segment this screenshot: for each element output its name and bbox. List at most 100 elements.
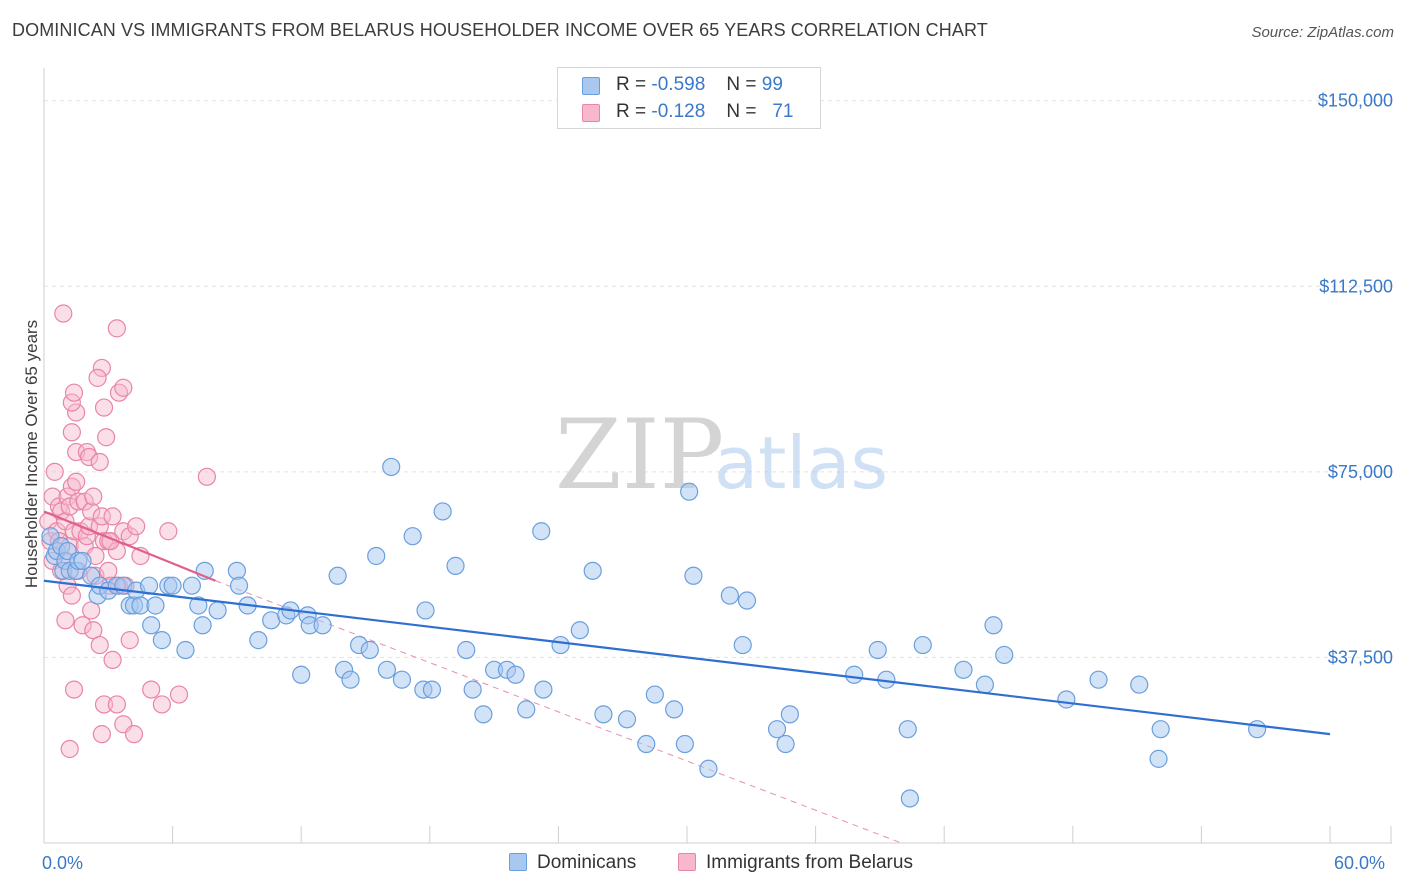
data-point-dominicans [182,576,201,595]
x-tick-label-max: 60.0% [1334,853,1386,873]
y-axis-label: Householder Income Over 65 years [22,320,41,588]
data-point-belarus [62,423,81,442]
data-point-dominicans [1149,749,1168,768]
legend-swatch-dominicans [582,77,600,95]
data-point-dominicans [532,522,551,541]
data-point-belarus [124,725,144,744]
data-point-belarus [120,631,139,650]
legend-n-label: N = [726,74,757,95]
y-tick-label: $150,000 [1318,91,1393,111]
data-point-belarus [79,447,99,467]
data-point-belarus [56,611,75,630]
data-point-dominicans [403,527,422,546]
data-point-belarus [169,685,189,704]
trend-line-dominicans [43,579,1331,736]
data-point-dominicans [73,551,92,571]
data-point-dominicans [675,734,694,754]
trend-line-belarus [43,510,216,582]
data-point-dominicans [292,665,311,684]
data-point-dominicans [152,631,171,650]
data-point-dominicans [474,705,493,724]
data-point-dominicans [249,631,268,650]
data-point-dominicans [776,734,795,754]
data-point-belarus [62,586,81,605]
data-point-belarus [152,695,171,714]
data-point-belarus [97,428,116,447]
y-tick-label: $75,000 [1328,462,1393,482]
data-point-dominicans [898,720,917,739]
data-point-belarus [84,487,103,506]
data-point-belarus [73,616,92,635]
data-point-dominicans [1130,675,1149,694]
legend-label-dominicans: Dominicans [537,852,637,873]
data-point-belarus [92,725,111,744]
data-point-dominicans [446,556,465,575]
data-point-dominicans [1151,720,1170,739]
data-point-belarus [197,467,216,486]
data-point-dominicans [645,685,664,704]
chart-title: DOMINICAN VS IMMIGRANTS FROM BELARUS HOU… [12,20,988,40]
axes [43,68,1392,844]
y-tick-label: $112,500 [1319,276,1393,296]
data-point-belarus [103,650,122,670]
legend-item-dominicans[interactable]: Dominicans [509,852,636,874]
data-point-belarus [82,502,101,521]
data-point-belarus [92,507,111,526]
legend-n-label: N = [726,101,757,122]
data-point-belarus [94,695,114,714]
data-point-dominicans [680,482,699,501]
data-point-belarus [107,695,126,714]
watermark-atlas: atlas [714,421,888,505]
legend-r-value: -0.598 [651,74,706,95]
data-point-dominicans [392,670,412,689]
data-point-belarus [107,541,126,561]
data-point-dominicans [868,640,887,660]
data-point-belarus [45,462,64,481]
series-dominicans [41,457,1267,808]
data-point-dominicans [328,566,347,585]
x-tick-label-min: 0.0% [42,853,84,873]
data-point-dominicans [1057,690,1076,709]
data-point-belarus [54,304,73,323]
correlation-legend: R = -0.598 N = 99 R = -0.128 N = 71 [557,67,821,129]
watermark: ZIP atlas [555,399,888,511]
data-point-dominicans [637,734,656,754]
data-point-belarus [94,398,114,417]
data-point-dominicans [954,660,973,679]
data-point-dominicans [229,576,249,595]
trend-lines [43,510,1331,736]
legend-r-label: R = [616,101,647,122]
data-point-dominicans [463,680,482,699]
legend-label-belarus: Immigrants from Belarus [706,852,913,873]
data-point-dominicans [163,576,182,595]
data-point-dominicans [1089,670,1108,689]
y-tick-labels: $37,500 $75,000 $112,500 $150,000 [1318,91,1393,668]
data-point-dominicans [699,759,718,778]
data-point-dominicans [313,616,332,635]
legend-swatch-belarus-bottom [678,853,696,871]
legend-r-label: R = [616,74,647,95]
source-credit: Source: ZipAtlas.com [1251,24,1394,41]
data-point-belarus [90,635,109,655]
data-point-belarus [159,522,178,541]
data-point-dominicans [360,640,379,660]
data-point-belarus [99,561,118,580]
data-point-dominicans [341,670,360,689]
data-point-dominicans [767,720,787,739]
legend-swatch-belarus [582,104,600,122]
data-point-dominicans [416,601,435,620]
data-point-belarus [92,358,111,378]
data-point-belarus [142,680,161,699]
data-point-dominicans [984,616,1003,635]
data-point-dominicans [1248,720,1267,739]
data-point-dominicans [146,596,165,615]
data-point-dominicans [975,675,995,694]
data-point-belarus [90,452,109,472]
data-point-dominicans [457,640,476,660]
data-point-dominicans [665,700,684,719]
legend-swatch-dominicans-bottom [509,853,527,871]
data-point-dominicans [534,680,553,699]
legend-item-belarus[interactable]: Immigrants from Belarus [678,852,913,874]
data-point-dominicans [570,621,589,640]
